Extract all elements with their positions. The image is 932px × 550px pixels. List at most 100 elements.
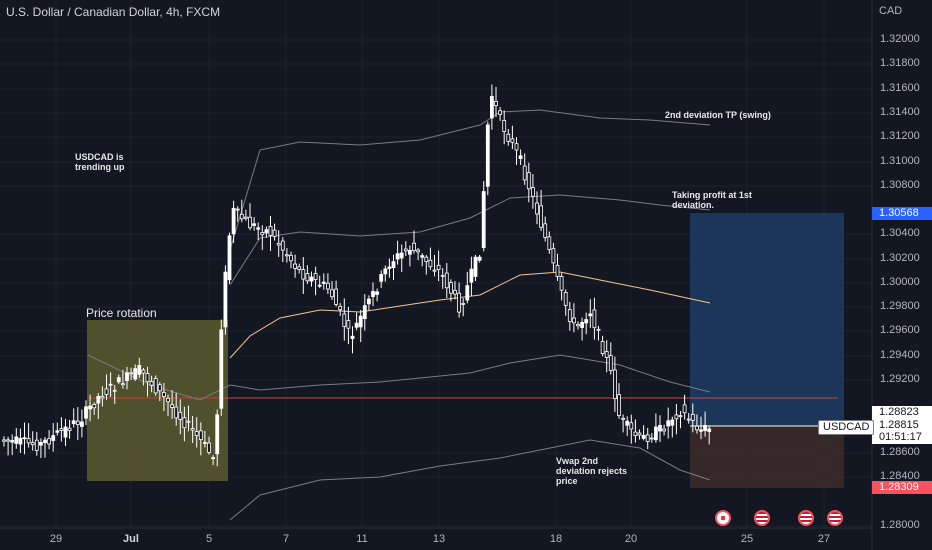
price-rotation-box — [87, 320, 228, 481]
time-tick-label: 29 — [49, 533, 63, 545]
candle-body — [18, 438, 23, 445]
candle-body — [252, 223, 257, 226]
candle-body — [432, 269, 437, 272]
note-usdcad-trend[interactable]: USDCAD is trending up — [75, 152, 125, 172]
price-tick-label: 1.29800 — [880, 300, 920, 312]
candle-body — [149, 381, 154, 386]
candle-body — [424, 256, 429, 263]
currency-label[interactable]: CAD — [879, 5, 903, 17]
candle-body — [264, 229, 269, 234]
candle-body — [674, 414, 679, 420]
candle-body — [531, 187, 535, 197]
candle-body — [690, 414, 695, 421]
candle-body — [682, 404, 687, 414]
note-tp-swing[interactable]: 2nd deviation TP (swing) — [665, 110, 771, 120]
candle-body — [125, 372, 129, 381]
candle-body — [178, 411, 183, 420]
candle-body — [330, 289, 334, 298]
candle-body — [157, 384, 162, 392]
candle-body — [22, 437, 27, 440]
candle-body — [428, 259, 433, 268]
candle-body — [637, 432, 642, 436]
candle-body — [276, 242, 281, 246]
candle-body — [59, 428, 64, 431]
candle-body — [227, 235, 232, 281]
candle-body — [678, 415, 683, 418]
candle-body — [211, 457, 216, 460]
candle-body — [289, 254, 293, 262]
candle-body — [321, 281, 326, 284]
price-tick-label: 1.30800 — [880, 179, 920, 191]
candle-body — [223, 271, 228, 328]
candle-body — [153, 378, 158, 394]
symbol-title[interactable]: U.S. Dollar / Canadian Dollar, 4h, FXCM — [6, 5, 221, 19]
candle-body — [100, 396, 105, 399]
candle-body — [621, 417, 625, 420]
us-flag-icon[interactable] — [754, 510, 770, 526]
note-taking-profit[interactable]: Taking profit at 1st deviation. — [672, 190, 752, 210]
candle-body — [707, 428, 712, 432]
candle-body — [383, 268, 388, 275]
candle-body — [231, 207, 236, 235]
candle-body — [670, 419, 675, 426]
candle-body — [407, 249, 412, 255]
price-tick-label: 1.31800 — [880, 57, 920, 69]
candle-body — [346, 320, 351, 329]
candlestick-series — [2, 84, 712, 467]
price-tick-label: 1.31200 — [880, 130, 920, 142]
candle-body — [260, 232, 265, 236]
candle-body — [268, 225, 273, 236]
candle-body — [526, 172, 531, 190]
candle-body — [535, 202, 539, 215]
candle-body — [88, 405, 92, 410]
candle-body — [243, 216, 248, 219]
candle-body — [108, 383, 113, 386]
candle-body — [461, 303, 466, 305]
candle-body — [371, 290, 375, 297]
candle-body — [350, 335, 355, 339]
candle-body — [420, 255, 425, 258]
price-tick-label: 1.31000 — [880, 155, 920, 167]
stop-loss-zone — [690, 426, 844, 488]
time-tick-label: 5 — [205, 533, 213, 545]
candle-body — [600, 341, 605, 355]
candle-body — [440, 274, 445, 277]
candle-body — [403, 248, 408, 252]
candle-body — [6, 439, 10, 442]
candle-body — [207, 442, 211, 453]
take-profit-price-tag: 1.30568 — [872, 207, 932, 220]
candle-body — [506, 133, 511, 142]
candle-body — [416, 249, 421, 253]
price-tick-label: 1.31600 — [880, 82, 920, 94]
candle-body — [121, 383, 125, 386]
price-tick-label: 1.30000 — [880, 276, 920, 288]
candle-body — [256, 227, 261, 230]
candle-body — [645, 434, 650, 442]
candle-body — [387, 266, 392, 269]
note-vwap-reject[interactable]: Vwap 2nd deviation rejects price — [556, 456, 628, 486]
canada-flag-icon[interactable] — [715, 510, 731, 526]
candle-body — [235, 208, 240, 211]
us-flag-icon[interactable] — [827, 510, 843, 526]
price-tick-label: 1.28600 — [880, 446, 920, 458]
candle-body — [395, 253, 400, 260]
candle-body — [436, 264, 441, 270]
note-price-rotation[interactable]: Price rotation — [86, 306, 157, 320]
candle-body — [613, 369, 617, 400]
candle-body — [313, 273, 318, 280]
candle-body — [510, 138, 515, 143]
candle-body — [248, 216, 252, 229]
candle-body — [686, 418, 691, 421]
candle-body — [572, 317, 576, 324]
candle-body — [26, 438, 31, 444]
candle-body — [469, 268, 474, 283]
candle-body — [604, 351, 609, 358]
candle-body — [514, 143, 519, 151]
candle-body — [272, 229, 277, 237]
candle-body — [215, 414, 220, 455]
candle-body — [14, 436, 19, 444]
us-flag-icon[interactable] — [798, 510, 814, 526]
candle-body — [695, 425, 699, 431]
symbol-price-label: USDCAD — [818, 420, 875, 435]
